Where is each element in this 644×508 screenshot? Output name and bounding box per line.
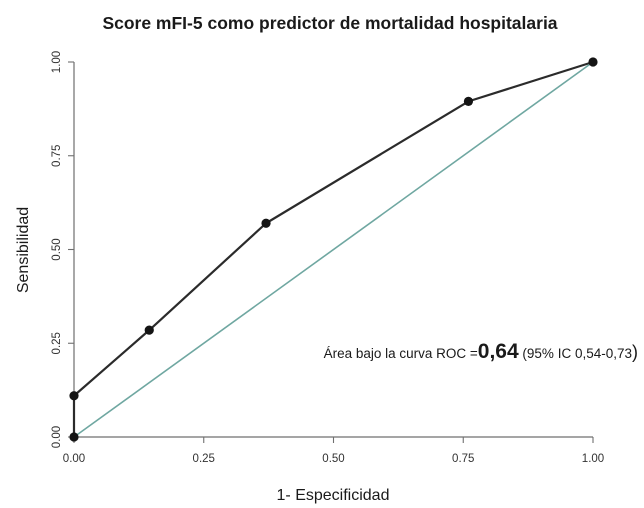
- auc-annotation: Área bajo la curva ROC =0,64 (95% IC 0,5…: [324, 340, 638, 363]
- y-tick-label: 1.00: [51, 51, 63, 73]
- y-tick-label: 0.25: [51, 332, 63, 354]
- roc-point: [261, 218, 271, 228]
- x-tick-label: 0.00: [63, 453, 85, 465]
- auc-closing-paren: ): [632, 342, 638, 362]
- roc-point: [588, 57, 598, 67]
- chart-title: Score mFI-5 como predictor de mortalidad…: [102, 13, 557, 33]
- y-tick-label: 0.50: [51, 238, 63, 260]
- x-axis-title: 1- Especificidad: [277, 487, 390, 504]
- y-axis-title: Sensibilidad: [15, 207, 32, 293]
- x-tick-label: 1.00: [582, 453, 604, 465]
- x-tick-label: 0.50: [322, 453, 344, 465]
- roc-point: [69, 391, 79, 401]
- roc-point: [463, 96, 474, 106]
- roc-point: [69, 432, 79, 442]
- auc-value: 0,64: [478, 340, 519, 363]
- auc-prefix: Área bajo la curva ROC =: [324, 346, 478, 361]
- y-tick-label: 0.75: [51, 145, 63, 167]
- x-tick-label: 0.25: [193, 453, 215, 465]
- roc-point: [144, 325, 154, 335]
- axes: 0.00 0.25 0.50 0.75 1.00 0.00 0.25 0.50 0.75 1.00: [51, 51, 604, 465]
- x-tick-label: 0.75: [452, 453, 474, 465]
- roc-curve-line: [72, 60, 594, 437]
- reference-diagonal-line: [73, 61, 594, 438]
- auc-confidence-interval: (95% IC 0,54-0,73: [519, 346, 632, 361]
- y-tick-label: 0.00: [51, 426, 63, 448]
- plot-area: [69, 57, 598, 442]
